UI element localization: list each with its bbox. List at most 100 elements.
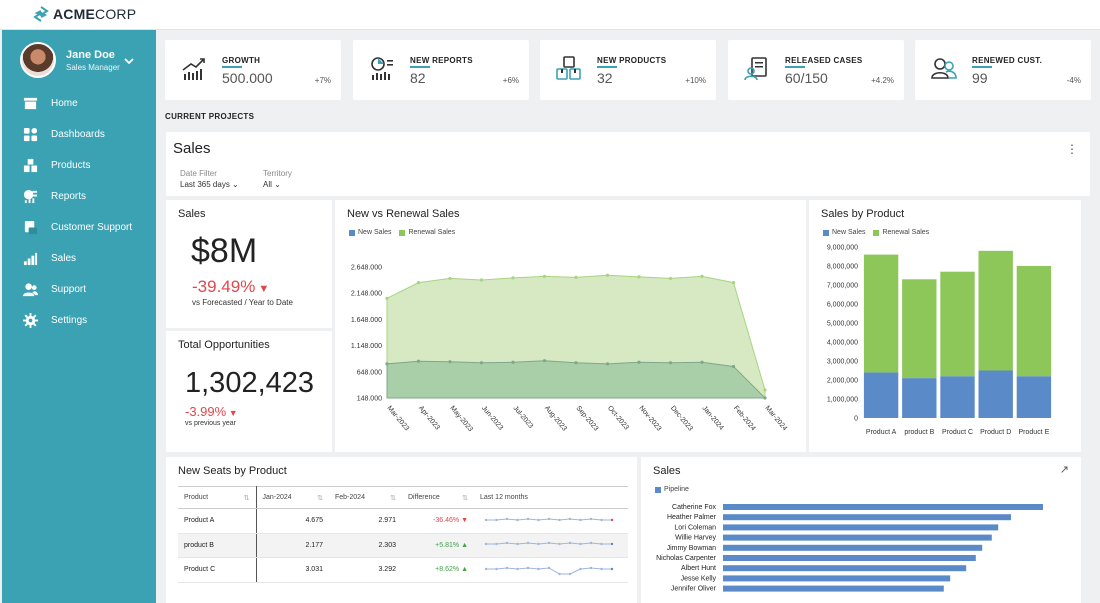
sparkline-point <box>484 518 488 521</box>
territory-filter[interactable]: Territory All ⌄ <box>263 169 292 189</box>
sidebar-item-settings[interactable]: Settings <box>2 305 156 336</box>
kpi-card-new-products[interactable]: NEW PRODUCTS 32 +10% <box>540 40 716 100</box>
sparkline-point <box>600 543 603 546</box>
sparkline-point <box>495 567 498 570</box>
column-header[interactable]: Difference ⇅ <box>402 486 474 509</box>
legend-label: Renewal Sales <box>408 229 456 236</box>
y-tick-label: 4,000,000 <box>827 340 858 347</box>
chevron-down-icon[interactable] <box>124 57 134 65</box>
legend-item[interactable]: Renewal Sales <box>399 229 455 236</box>
sales-caption: vs Forecasted / Year to Date <box>192 298 293 307</box>
kpi-card-renewed-customers[interactable]: RENEWED CUST. 99 -4% <box>915 40 1091 100</box>
legend-label: Pipeline <box>664 486 689 493</box>
table-row[interactable]: product B 2.177 2.303 +5.81% ▲ <box>178 533 628 558</box>
brand-logo[interactable]: ACME CORP <box>33 6 136 22</box>
legend-item[interactable]: Renewal Sales <box>873 229 929 236</box>
sales-header-panel: Sales ⋮ Date Filter Last 365 days ⌄ Terr… <box>166 132 1090 196</box>
kpi-title: RELEASED CASES <box>785 56 863 65</box>
sidebar-item-dashboards[interactable]: Dashboards <box>2 119 156 150</box>
kpi-underline <box>222 66 242 68</box>
sidebar-item-label: Sales <box>51 253 77 264</box>
filter-label: Date Filter <box>180 169 217 178</box>
pipeline-bar <box>723 544 983 551</box>
sidebar: Jane Doe Sales Manager Home Dashboards P… <box>2 30 156 603</box>
kpi-value: 82 <box>410 70 426 86</box>
kpi-card-released-cases[interactable]: RELEASED CASES 60/150 +4.2% <box>728 40 904 100</box>
sidebar-item-home[interactable]: Home <box>2 88 156 119</box>
kpi-title: GROWTH <box>222 56 261 65</box>
sparkline-cell <box>474 557 628 583</box>
sparkline-point <box>610 567 614 570</box>
data-point <box>637 275 641 279</box>
kpi-title: NEW REPORTS <box>410 56 473 65</box>
sort-icon[interactable]: ⇅ <box>462 495 468 502</box>
legend-item[interactable]: New Sales <box>349 229 391 236</box>
sidebar-item-sales[interactable]: Sales <box>2 243 156 274</box>
y-tick-label: Willie Harvey <box>675 535 716 542</box>
sparkline-point <box>579 543 582 546</box>
legend-item[interactable]: New Sales <box>823 229 865 236</box>
sparkline <box>484 566 614 575</box>
sparkline-point <box>484 567 488 570</box>
kpi-card-growth[interactable]: GROWTH 500.000 +7% <box>165 40 341 100</box>
expand-icon[interactable]: ↗ <box>1059 464 1069 476</box>
user-profile[interactable]: Jane Doe Sales Manager <box>20 42 120 78</box>
sparkline-point <box>495 518 498 521</box>
y-tick-label: Albert Hunt <box>681 565 716 572</box>
data-point <box>448 276 452 281</box>
sidebar-item-customer-support[interactable]: Customer Support <box>2 212 156 243</box>
kpi-card-new-reports[interactable]: NEW REPORTS 82 +6% <box>353 40 529 100</box>
sort-icon[interactable]: ⇅ <box>243 495 250 502</box>
kpi-value: 99 <box>972 70 988 86</box>
data-point <box>763 388 767 392</box>
user-role: Sales Manager <box>66 62 120 72</box>
down-arrow-icon: ▼ <box>461 517 468 525</box>
sparkline-point <box>589 517 593 520</box>
legend-item[interactable]: Pipeline <box>655 486 689 493</box>
table-row[interactable]: Product C 3.031 3.292 +8.62% ▲ <box>178 557 628 583</box>
data-point <box>542 359 547 363</box>
sidebar-item-products[interactable]: Products <box>2 150 156 181</box>
y-tick-label: 1.148.000 <box>351 343 382 350</box>
column-header[interactable]: Feb-2024 ⇅ <box>329 486 402 509</box>
bar-renewal-sales <box>902 279 937 379</box>
cell-jan: 4.675 <box>256 508 329 534</box>
table-header-row: Product ⇅ Jan-2024 ⇅ Feb-2024 ⇅ Difference ⇅… <box>178 486 628 509</box>
boxes-icon <box>556 56 581 80</box>
sort-icon[interactable]: ⇅ <box>390 495 396 502</box>
y-tick-label: Jennifer Oliver <box>671 586 717 593</box>
more-options-icon[interactable]: ⋮ <box>1066 142 1078 156</box>
y-tick-label: 7,000,000 <box>827 283 858 290</box>
bar-new-sales <box>1016 376 1052 418</box>
clipboard-user-icon <box>744 57 767 81</box>
x-tick-label: May-2023 <box>448 405 473 433</box>
settings-icon <box>23 313 38 328</box>
table-row[interactable]: Product A 4.675 2.971 -36.46% ▼ <box>178 508 628 534</box>
date-filter[interactable]: Date Filter Last 365 days ⌄ <box>180 169 239 189</box>
sort-icon[interactable]: ⇅ <box>317 495 323 502</box>
pipeline-bar <box>723 534 992 541</box>
column-header[interactable]: Jan-2024 ⇅ <box>256 486 329 509</box>
data-point <box>763 396 767 400</box>
top-bar: ACME CORP <box>0 0 1100 30</box>
column-header[interactable]: Product ⇅ <box>178 486 257 509</box>
data-point <box>700 274 704 278</box>
sales-total-value: $8M <box>191 232 258 270</box>
card-title: Sales <box>178 208 206 220</box>
chevron-down-icon: ⌄ <box>232 180 239 189</box>
sidebar-nav: Home Dashboards Products Reports Custome… <box>2 88 156 336</box>
sidebar-item-reports[interactable]: Reports <box>2 181 156 212</box>
home-icon <box>23 97 38 110</box>
sales-icon <box>23 252 38 266</box>
cell-difference: +8.62% <box>435 566 460 574</box>
bar-new-sales <box>863 372 899 418</box>
new-seats-panel: New Seats by Product Product ⇅ Jan-2024 ⇅ … <box>166 457 637 603</box>
y-tick-label: 2,000,000 <box>827 378 858 385</box>
y-tick-label: 2.148.000 <box>351 291 382 298</box>
data-point <box>416 359 421 363</box>
section-title: CURRENT PROJECTS <box>165 112 255 121</box>
sparkline-point <box>516 543 519 546</box>
reports-chart-icon <box>371 57 393 80</box>
sidebar-item-support[interactable]: Support <box>2 274 156 305</box>
data-point <box>511 276 515 280</box>
